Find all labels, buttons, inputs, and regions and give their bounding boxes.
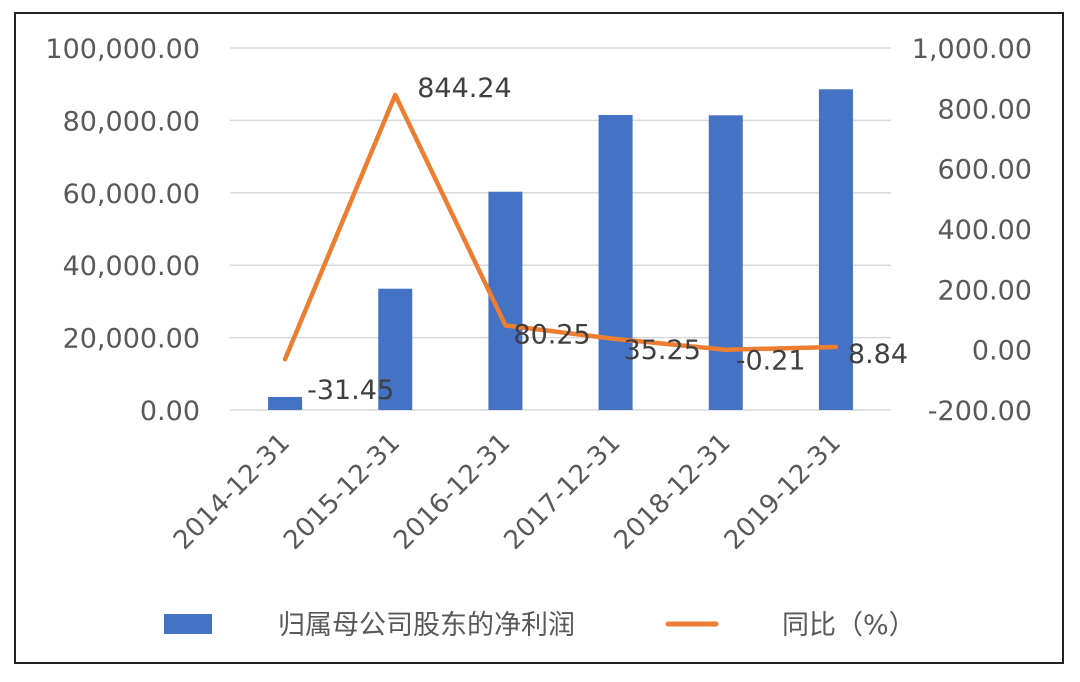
right-tick-label: 400.00 [938,215,1032,246]
legend-label-bar: 归属母公司股东的净利润 [278,610,575,641]
right-tick-label: 0.00 [972,336,1032,367]
x-tick-label: 2014-12-31 [168,428,296,556]
data-label: 80.25 [513,319,590,350]
left-tick-label: 0.00 [140,396,200,427]
x-tick-label: 2015-12-31 [278,428,406,556]
bar [818,89,853,410]
left-tick-label: 100,000.00 [45,34,200,65]
data-label: 35.25 [624,335,701,366]
series-line [282,92,839,362]
data-labels: -31.45 844.24 80.25 35.25 -0.21 8.84 [307,73,908,406]
x-tick-label: 2016-12-31 [388,428,516,556]
right-axis-ticks: -200.00 0.00 200.00 400.00 600.00 800.00 1,000… [912,34,1032,427]
left-tick-label: 80,000.00 [63,106,200,137]
data-label: -31.45 [307,375,394,406]
left-tick-label: 60,000.00 [63,179,200,210]
gridlines [230,47,891,411]
data-label: 844.24 [417,73,511,104]
legend: 归属母公司股东的净利润 同比（%） [164,610,916,641]
x-tick-label: 2017-12-31 [498,428,626,556]
chart-frame: 0.00 20,000.00 40,000.00 60,000.00 80,000.00… [14,12,1064,664]
left-tick-label: 40,000.00 [63,251,200,282]
bar [268,396,303,410]
bar [378,288,413,410]
right-tick-label: 600.00 [938,155,1032,186]
bar [598,114,633,410]
x-axis-ticks: 2014-12-312015-12-312016-12-312017-12-31… [168,428,847,556]
x-tick-label: 2018-12-31 [609,428,737,556]
right-tick-label: 1,000.00 [912,34,1032,65]
legend-label-line: 同比（%） [782,610,916,641]
left-tick-label: 20,000.00 [63,324,200,355]
combo-chart: 0.00 20,000.00 40,000.00 60,000.00 80,000.00… [45,34,1032,641]
left-axis-ticks: 0.00 20,000.00 40,000.00 60,000.00 80,000.00… [45,34,200,427]
line-series [282,92,839,362]
x-tick-label: 2019-12-31 [719,428,847,556]
right-tick-label: 200.00 [938,275,1032,306]
data-label: 8.84 [848,339,908,370]
data-label: -0.21 [736,346,806,377]
right-tick-label: -200.00 [928,396,1032,427]
legend-swatch-bar [164,614,212,634]
bar [708,115,743,410]
right-tick-label: 800.00 [938,94,1032,125]
